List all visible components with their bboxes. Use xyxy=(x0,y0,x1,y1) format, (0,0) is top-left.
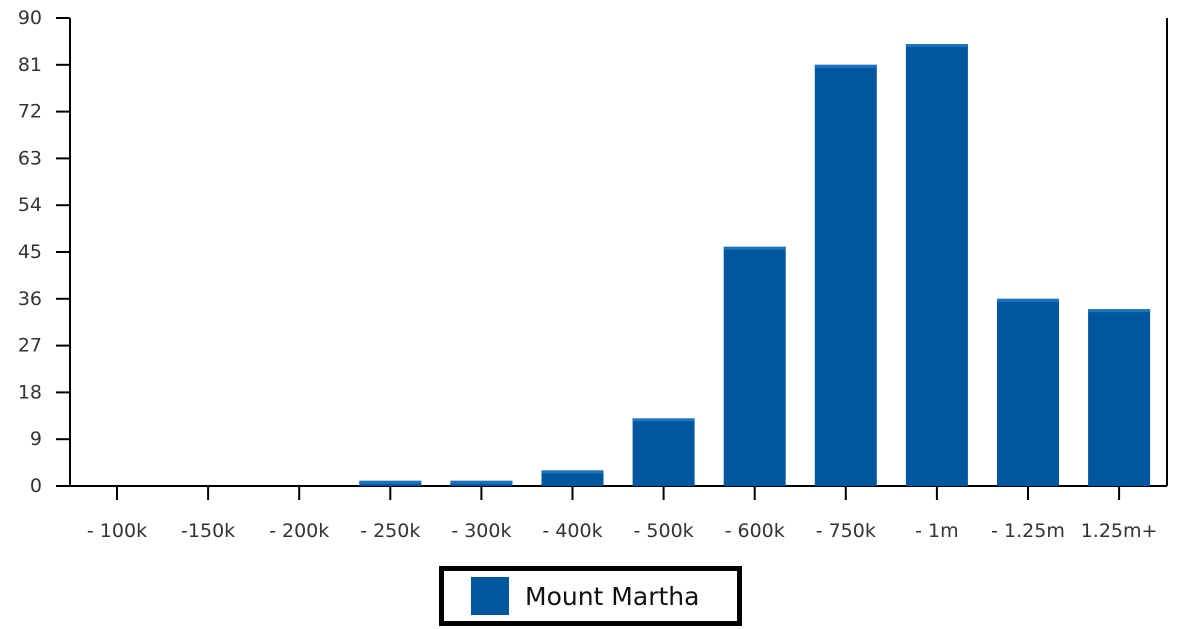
y-tick-label: 36 xyxy=(18,288,42,310)
x-tick-label: - 200k xyxy=(269,520,329,542)
y-tick-label: 54 xyxy=(18,194,42,216)
x-tick-label: 1.25m+ xyxy=(1081,520,1158,542)
bar-highlight xyxy=(1088,309,1151,313)
bar-highlight xyxy=(632,418,695,422)
y-tick-label: 0 xyxy=(30,475,42,497)
y-tick-label: 9 xyxy=(30,428,42,450)
bar-highlight xyxy=(905,44,968,47)
bar xyxy=(723,246,786,486)
y-tick-label: 81 xyxy=(18,54,42,76)
y-tick-label: 45 xyxy=(18,241,42,263)
bars xyxy=(359,44,1151,487)
bar xyxy=(814,64,877,487)
legend: Mount Martha xyxy=(439,566,742,626)
bar xyxy=(541,470,604,486)
bar-highlight xyxy=(541,470,604,474)
y-tick-label: 63 xyxy=(18,147,42,169)
x-tick-label: - 100k xyxy=(87,520,147,542)
bar-highlight xyxy=(450,480,513,484)
y-tick-label: 27 xyxy=(18,335,42,357)
x-axis: - 100k -150k - 200k - 250k - 300k - 400k - 500… xyxy=(70,485,1167,542)
bar xyxy=(632,418,695,486)
y-tick-label: 18 xyxy=(18,381,42,403)
x-tick-label: - 750k xyxy=(816,520,876,542)
bar-highlight xyxy=(723,246,786,250)
x-tick-label: - 500k xyxy=(634,520,694,542)
bar-highlight xyxy=(997,298,1059,302)
y-axis: 0 9 18 27 36 45 54 63 72 81 90 xyxy=(18,7,71,497)
x-tick-label: - 400k xyxy=(542,520,602,542)
x-tick-label: - 250k xyxy=(360,520,420,542)
bar xyxy=(997,298,1059,486)
y-tick-label: 72 xyxy=(18,101,42,123)
bar xyxy=(905,44,968,486)
y-tick-label: 90 xyxy=(18,7,42,29)
legend-label: Mount Martha xyxy=(525,581,700,611)
bar-highlight xyxy=(359,480,422,484)
x-tick-label: - 1.25m xyxy=(991,520,1065,542)
bar xyxy=(1088,309,1151,486)
x-tick-label: -150k xyxy=(181,520,235,542)
x-tick-label: - 1m xyxy=(915,520,959,542)
bar-highlight xyxy=(814,64,877,68)
legend-swatch-mount-martha xyxy=(471,577,509,615)
x-tick-label: - 300k xyxy=(451,520,511,542)
x-tick-label: - 600k xyxy=(725,520,785,542)
